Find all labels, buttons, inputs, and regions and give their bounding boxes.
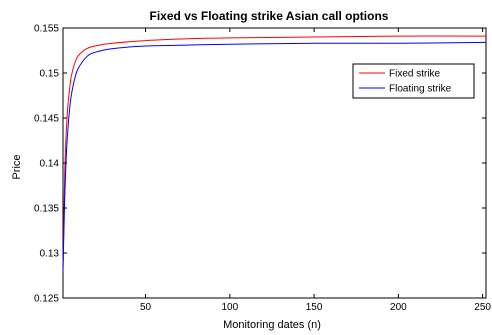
y-tick-label: 0.145 [34, 114, 59, 125]
chart-title: Fixed vs Floating strike Asian call opti… [150, 9, 389, 23]
x-tick-label: 100 [221, 302, 238, 313]
series-line-floating-strike [62, 41, 487, 272]
x-tick-label: 200 [390, 302, 407, 313]
y-tick-label: 0.135 [34, 204, 59, 215]
y-tick-label: 0.13 [40, 249, 60, 260]
y-tick-label: 0.15 [40, 69, 60, 80]
x-axis-label: Monitoring dates (n) [223, 319, 321, 331]
y-tick-label: 0.14 [40, 159, 60, 170]
y-axis-label: Price [11, 154, 23, 179]
legend: Fixed strike Floating strike [352, 63, 475, 99]
y-tick-label: 0.125 [34, 294, 59, 305]
x-tick-label: 50 [140, 302, 152, 313]
legend-box [352, 63, 475, 99]
x-tick-label: 150 [306, 302, 323, 313]
series-line-fixed-strike [62, 35, 487, 272]
x-tick-label: 250 [474, 302, 491, 313]
y-tick-label: 0.155 [34, 24, 59, 35]
legend-label: Floating strike [389, 84, 452, 95]
legend-label: Fixed strike [389, 69, 441, 80]
